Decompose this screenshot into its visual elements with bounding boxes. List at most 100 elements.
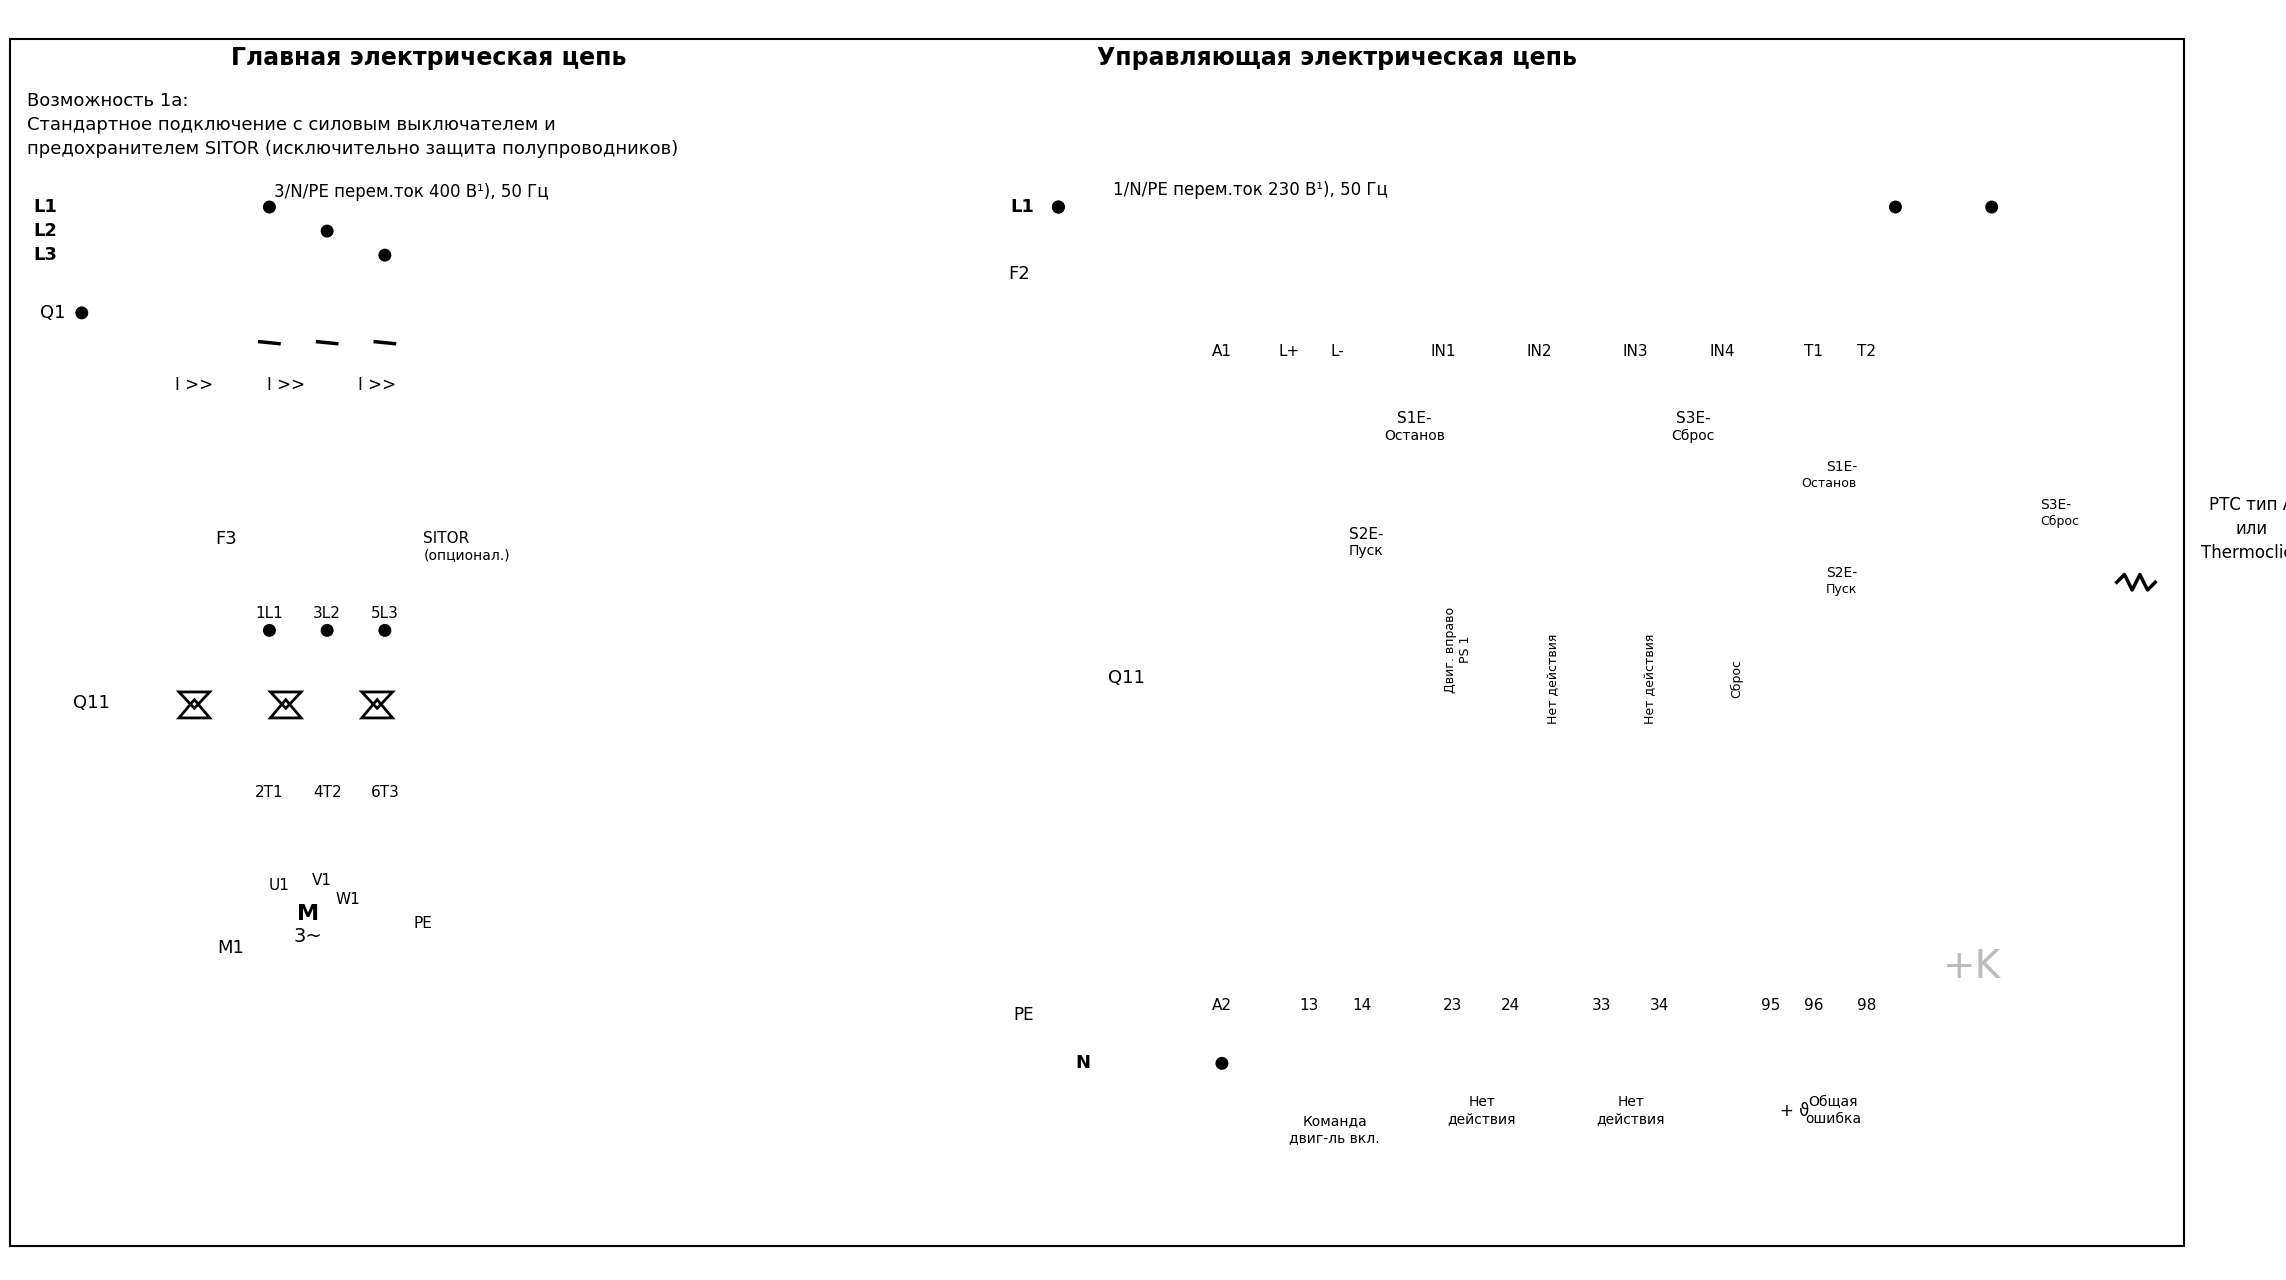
Text: S1E-: S1E- — [1397, 411, 1431, 426]
Text: Нет: Нет — [1468, 1094, 1495, 1108]
Text: 5L3: 5L3 — [370, 605, 398, 621]
Text: +K: +K — [1943, 948, 2003, 986]
Bar — [149, 630, 427, 774]
Text: L+: L+ — [1278, 344, 1301, 358]
Text: S3E-: S3E- — [1676, 411, 1710, 426]
Text: Сброс: Сброс — [1731, 659, 1744, 698]
Text: + ϑ: + ϑ — [1781, 1102, 1808, 1120]
Text: 4T2: 4T2 — [313, 785, 341, 800]
Circle shape — [263, 201, 274, 212]
Text: 6T3: 6T3 — [370, 785, 400, 800]
Circle shape — [263, 625, 274, 636]
Text: L1: L1 — [1010, 198, 1033, 216]
Text: 24: 24 — [1502, 998, 1520, 1014]
Text: действия: действия — [1447, 1112, 1516, 1126]
Text: Нет: Нет — [1618, 1094, 1644, 1108]
Circle shape — [75, 307, 87, 319]
Text: W1: W1 — [336, 892, 361, 908]
Text: Останов: Останов — [1801, 476, 1856, 490]
Circle shape — [1891, 201, 1902, 212]
Text: Сброс: Сброс — [2039, 515, 2078, 529]
Text: Команда: Команда — [1303, 1114, 1367, 1128]
Text: Возможность 1а:: Возможность 1а: — [27, 92, 187, 110]
Circle shape — [322, 625, 334, 636]
Text: PE: PE — [414, 916, 432, 932]
Text: U1: U1 — [267, 878, 290, 893]
Text: 3/N/PE перем.ток 400 В¹), 50 Гц: 3/N/PE перем.ток 400 В¹), 50 Гц — [274, 183, 549, 201]
Text: Пуск: Пуск — [1827, 582, 1856, 595]
Text: 14: 14 — [1351, 998, 1372, 1014]
Text: Главная электрическая цепь: Главная электрическая цепь — [231, 46, 626, 70]
Text: IN1: IN1 — [1431, 344, 1456, 358]
Text: I >>: I >> — [267, 376, 304, 394]
Text: 2T1: 2T1 — [256, 785, 283, 800]
Text: IN2: IN2 — [1527, 344, 1552, 358]
Text: Двиг. вправо
PS 1: Двиг. вправо PS 1 — [1445, 607, 1472, 692]
Text: Общая: Общая — [1808, 1094, 1859, 1108]
Text: Q11: Q11 — [1109, 669, 1145, 687]
Text: Управляющая электрическая цепь: Управляющая электрическая цепь — [1097, 46, 1577, 70]
Text: ошибка: ошибка — [1806, 1112, 1861, 1126]
Text: Сброс: Сброс — [1671, 429, 1714, 443]
Bar — [1184, 371, 1895, 987]
Bar — [1049, 274, 1068, 312]
Text: I >>: I >> — [176, 376, 213, 394]
Text: L3: L3 — [34, 246, 57, 264]
Text: A1: A1 — [1212, 344, 1232, 358]
Text: I >>: I >> — [359, 376, 395, 394]
Text: IN3: IN3 — [1623, 344, 1648, 358]
Bar — [105, 274, 192, 351]
Text: 34: 34 — [1650, 998, 1669, 1014]
Text: Нет действия: Нет действия — [1548, 634, 1561, 723]
Text: V1: V1 — [313, 873, 331, 888]
Circle shape — [379, 250, 391, 261]
Text: F3: F3 — [215, 530, 238, 548]
Text: N: N — [1074, 1055, 1090, 1073]
Text: двиг-ль вкл.: двиг-ль вкл. — [1289, 1132, 1381, 1146]
Text: L-: L- — [1330, 344, 1344, 358]
Text: 98: 98 — [1856, 998, 1877, 1014]
Text: Q11: Q11 — [73, 694, 110, 712]
Text: IN4: IN4 — [1710, 344, 1735, 358]
Text: 23: 23 — [1442, 998, 1463, 1014]
Circle shape — [379, 625, 391, 636]
Text: M1: M1 — [217, 940, 245, 957]
Circle shape — [1052, 201, 1065, 212]
Text: S2E-: S2E- — [1827, 566, 1856, 580]
Bar — [274, 415, 297, 433]
Text: Останов: Останов — [1383, 429, 1445, 443]
Text: M: M — [297, 904, 320, 924]
Circle shape — [1216, 1057, 1228, 1069]
Text: A2: A2 — [1212, 998, 1232, 1014]
Text: L2: L2 — [34, 221, 57, 241]
Text: 3~: 3~ — [293, 927, 322, 946]
Text: 1/N/PE перем.ток 230 В¹), 50 Гц: 1/N/PE перем.ток 230 В¹), 50 Гц — [1113, 180, 1388, 198]
Text: Пуск: Пуск — [1349, 544, 1383, 558]
Text: T2: T2 — [1856, 344, 1877, 358]
Bar — [366, 415, 389, 433]
Text: 96: 96 — [1804, 998, 1824, 1014]
Text: PE: PE — [1013, 1006, 1033, 1024]
Bar — [258, 527, 279, 561]
Bar — [183, 415, 206, 433]
Text: S2E-: S2E- — [1349, 526, 1383, 541]
Bar — [149, 351, 427, 448]
Text: Стандартное подключение с силовым выключателем и: Стандартное подключение с силовым выключ… — [27, 116, 555, 134]
Text: 13: 13 — [1298, 998, 1319, 1014]
Circle shape — [322, 225, 334, 237]
Text: S3E-: S3E- — [2039, 498, 2071, 512]
Circle shape — [1052, 201, 1065, 212]
Text: 95: 95 — [1760, 998, 1781, 1014]
Bar — [375, 527, 395, 561]
Text: (опционал.): (опционал.) — [423, 548, 510, 562]
Text: действия: действия — [1596, 1112, 1664, 1126]
Text: L1: L1 — [34, 198, 57, 216]
Text: предохранителем SITOR (исключительно защита полупроводников): предохранителем SITOR (исключительно защ… — [27, 141, 679, 159]
Circle shape — [1987, 201, 1998, 212]
Text: или: или — [2236, 521, 2268, 539]
Text: S1E-: S1E- — [1827, 460, 1856, 474]
Text: T1: T1 — [1804, 344, 1824, 358]
Text: 3L2: 3L2 — [313, 605, 341, 621]
Text: Thermoclick: Thermoclick — [2201, 544, 2286, 562]
Text: SITOR: SITOR — [423, 531, 469, 547]
